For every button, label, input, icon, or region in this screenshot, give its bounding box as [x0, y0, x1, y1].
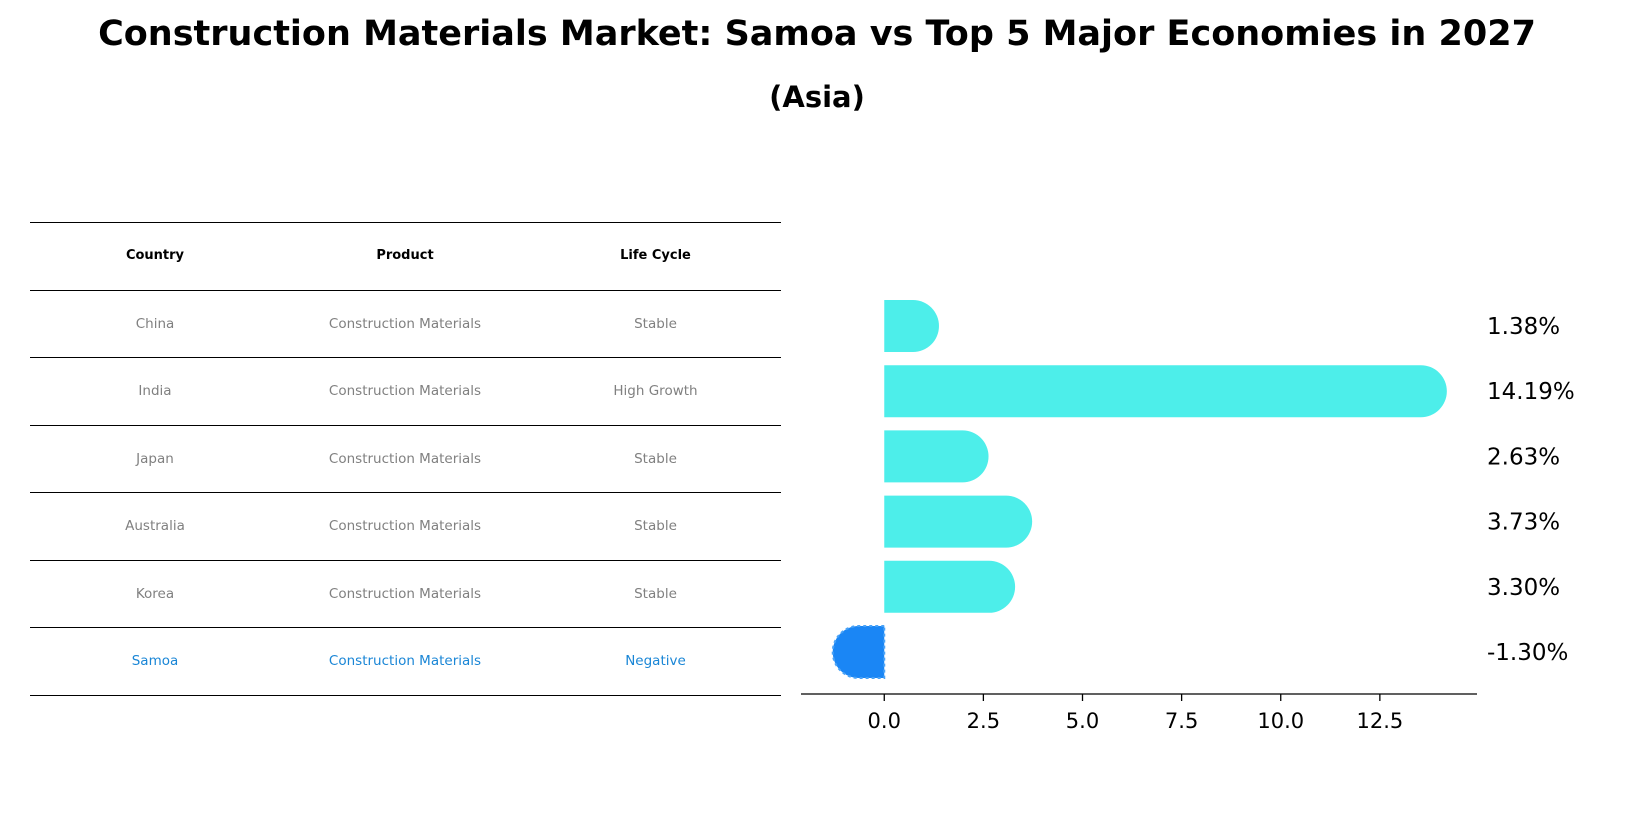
bar-value-label: 1.38%	[1487, 314, 1560, 340]
cell-life-cycle: High Growth	[613, 383, 698, 399]
bar-korea	[884, 560, 1016, 613]
x-tick-label: 12.5	[1356, 709, 1403, 733]
x-tick-label: 0.0	[868, 709, 901, 733]
bar-value-label: 14.19%	[1487, 379, 1575, 405]
cell-life-cycle: Stable	[634, 518, 677, 534]
cell-product: Construction Materials	[328, 450, 482, 467]
bar-value-label: -1.30%	[1487, 640, 1568, 666]
cell-country: Korea	[135, 585, 175, 602]
table-row-highlight: Samoa Construction Materials Negative	[30, 627, 781, 696]
table-row: Japan Construction Materials Stable	[30, 424, 781, 493]
cell-life-cycle: Stable	[634, 585, 677, 602]
header-product: Product	[376, 248, 434, 263]
comparison-table: Country Product Life Cycle China Constru…	[30, 222, 781, 696]
cell-product: Construction Materials	[328, 518, 482, 534]
cell-product: Construction Materials	[328, 315, 482, 332]
x-tick-label: 5.0	[1066, 709, 1099, 733]
bar-value-label: 3.73%	[1487, 510, 1560, 536]
cell-country: Japan	[136, 450, 174, 467]
cell-country: China	[135, 315, 175, 332]
chart-subtitle: (Asia)	[769, 80, 865, 114]
x-tick-label: 7.5	[1165, 709, 1198, 733]
x-tick-label: 2.5	[967, 709, 1000, 733]
chart-title: Construction Materials Market: Samoa vs …	[98, 14, 1536, 54]
header-country: Country	[125, 248, 185, 263]
cell-product: Construction Materials	[328, 383, 482, 399]
cell-product: Construction Materials	[328, 653, 482, 669]
table-row: China Construction Materials Stable	[30, 289, 781, 358]
cell-life-cycle: Stable	[634, 450, 677, 467]
table-row: India Construction Materials High Growth	[30, 357, 781, 425]
header-life-cycle: Life Cycle	[620, 248, 691, 263]
bar-australia	[884, 495, 1033, 548]
cell-country: Samoa	[131, 653, 179, 669]
bar-china	[884, 300, 939, 352]
cell-country: Australia	[125, 518, 185, 534]
cell-life-cycle: Negative	[625, 653, 686, 669]
bar-value-label: 3.30%	[1487, 575, 1560, 601]
cell-product: Construction Materials	[328, 585, 482, 602]
cell-country: India	[138, 383, 172, 399]
table-row: Korea Construction Materials Stable	[30, 559, 781, 628]
bar-india	[884, 365, 1447, 418]
bar-samoa	[831, 625, 886, 679]
table-row: Australia Construction Materials Stable	[30, 492, 781, 560]
table-header-row: Country Product Life Cycle	[30, 222, 781, 290]
cell-life-cycle: Stable	[634, 315, 677, 332]
x-tick-label: 10.0	[1257, 709, 1304, 733]
bar-value-label: 2.63%	[1487, 444, 1560, 470]
bar-japan	[884, 430, 989, 483]
